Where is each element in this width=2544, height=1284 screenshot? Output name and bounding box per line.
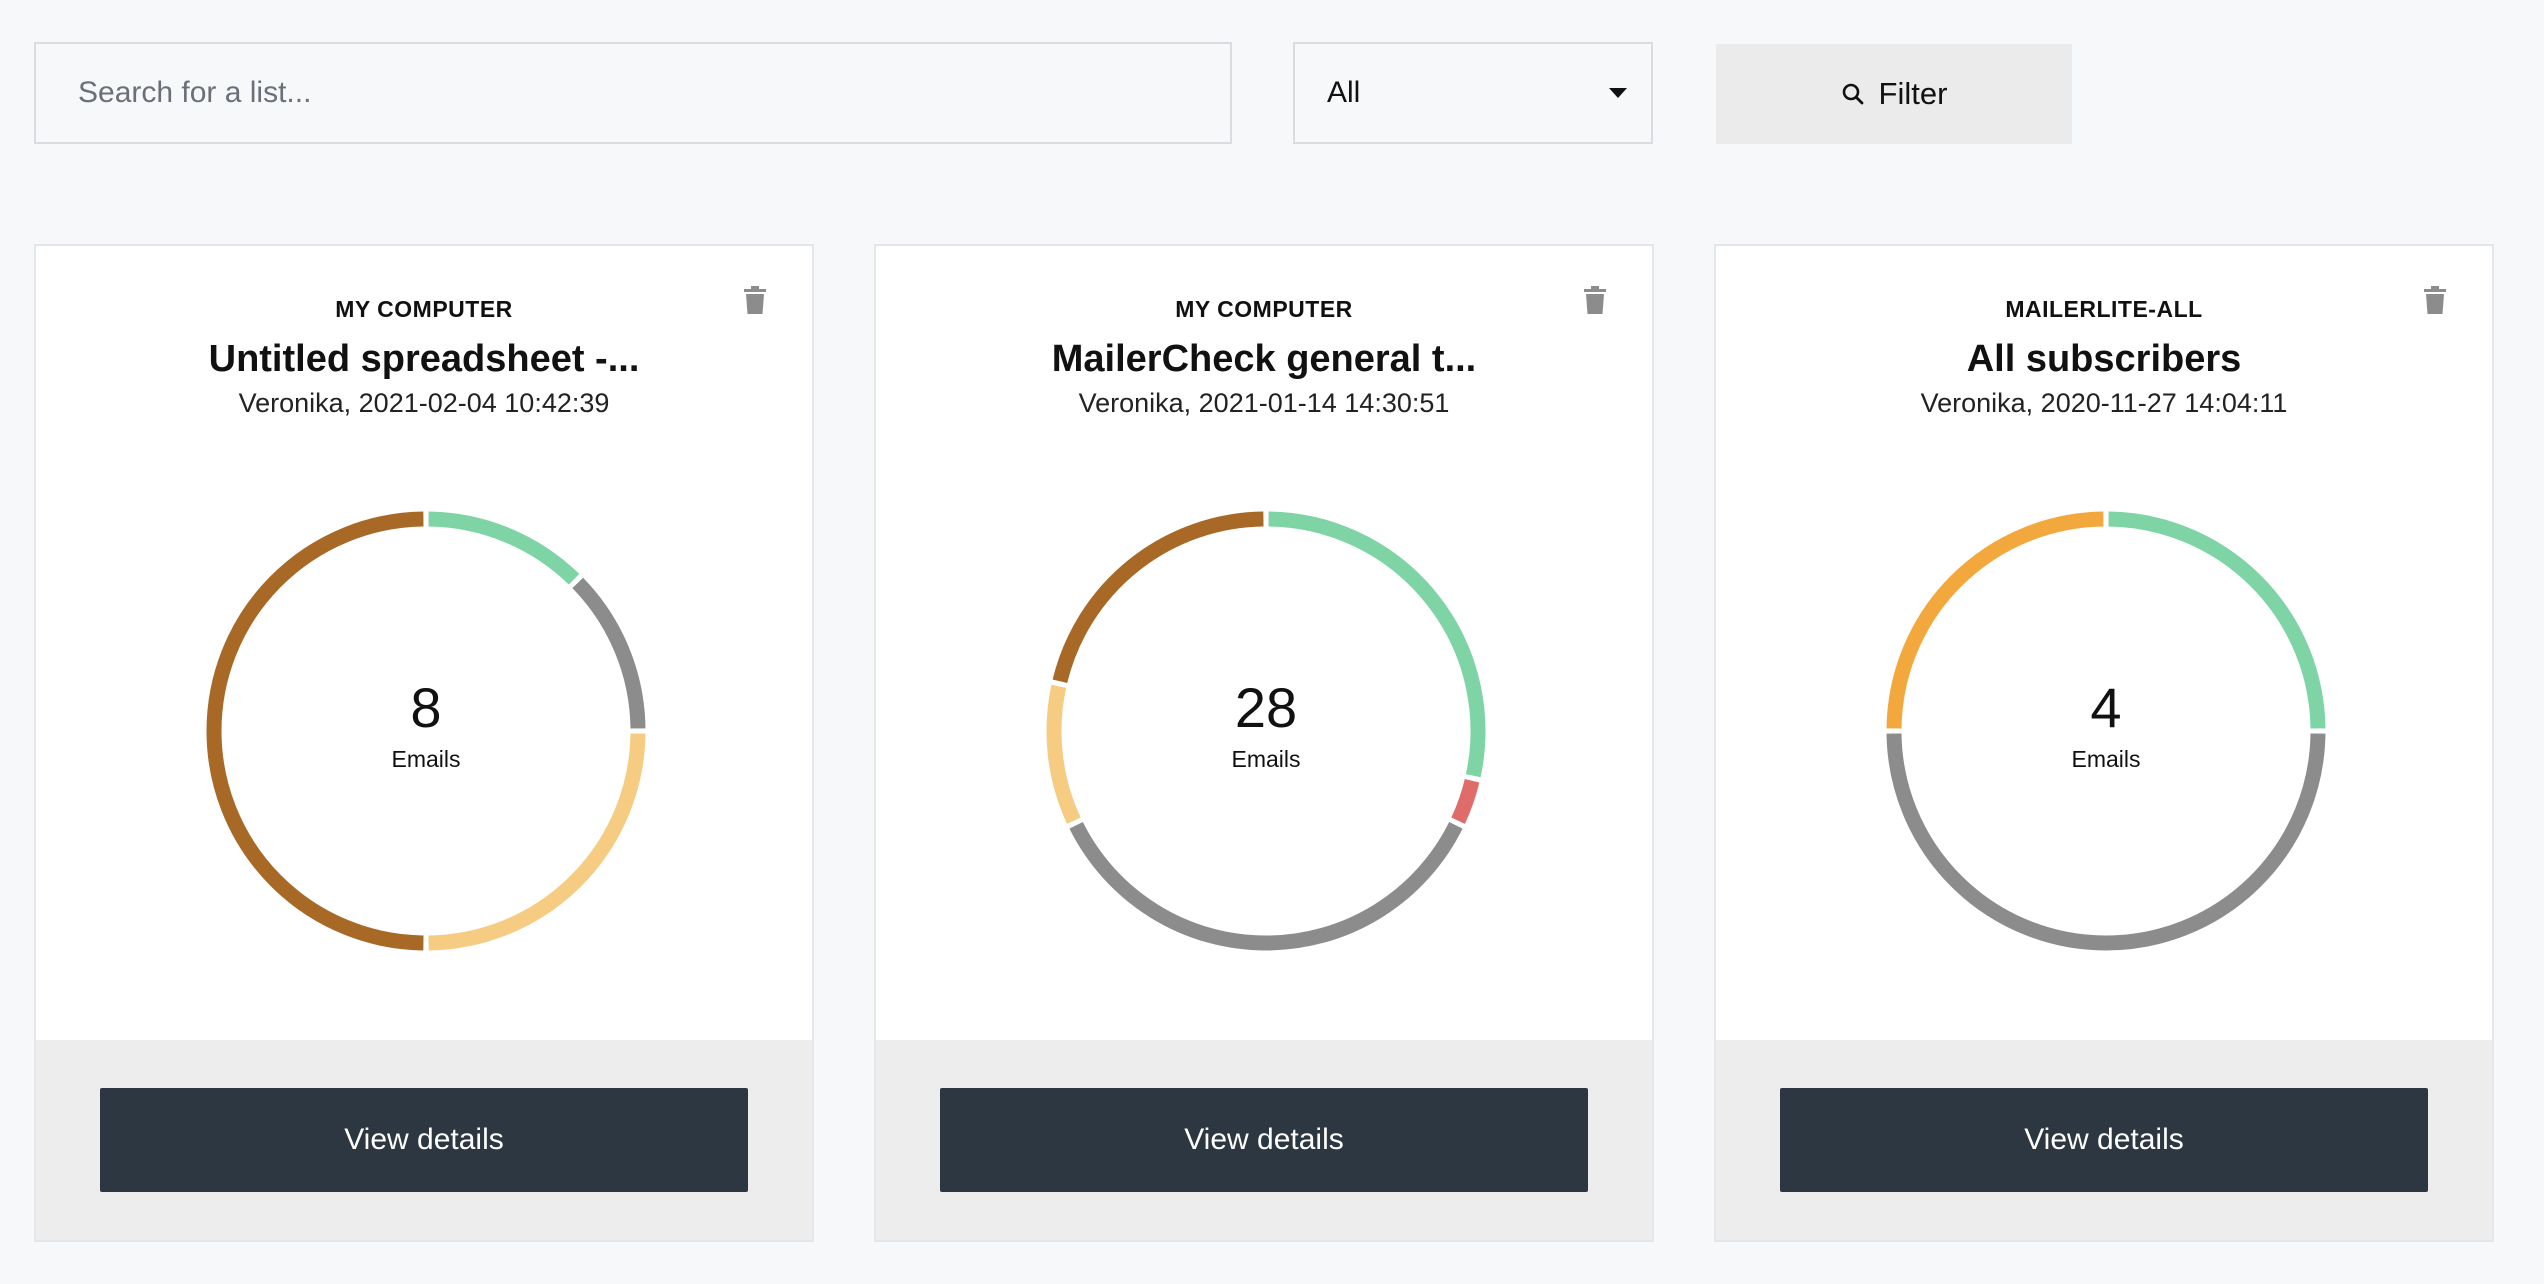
donut-center: 28 Emails	[1041, 506, 1491, 956]
list-meta: Veronika, 2021-02-04 10:42:39	[238, 388, 610, 418]
donut-segment-gray	[572, 577, 646, 729]
email-count: 4	[2090, 675, 2122, 739]
donut-segment-green	[1268, 511, 1486, 778]
donut-segment-light-orange	[1046, 684, 1081, 824]
list-card: MY COMPUTER Untitled spreadsheet -... Ve…	[34, 244, 814, 1242]
donut-segment-brown	[206, 511, 424, 951]
view-details-button[interactable]: View details	[940, 1088, 1588, 1192]
email-count-label: Emails	[391, 745, 461, 772]
donut-segment-red	[1451, 778, 1480, 824]
view-details-button[interactable]: View details	[1780, 1088, 2428, 1192]
list-source: MY COMPUTER	[1175, 296, 1353, 322]
card-body: MY COMPUTER MailerCheck general t... Ver…	[876, 246, 1652, 1040]
list-card: MY COMPUTER MailerCheck general t... Ver…	[874, 244, 1654, 1242]
results-donut-chart: 4 Emails	[1881, 506, 2331, 956]
donut-center: 4 Emails	[1881, 506, 2331, 956]
toolbar: All Filter	[0, 0, 2544, 150]
list-source: MY COMPUTER	[335, 296, 513, 322]
view-details-button[interactable]: View details	[100, 1088, 748, 1192]
donut-segment-green	[2108, 511, 2326, 729]
donut-segment-brown	[1052, 511, 1264, 684]
donut-svg	[1046, 511, 1486, 951]
donut-segment-orange	[1886, 511, 2104, 729]
chevron-down-icon	[1609, 88, 1627, 98]
results-donut-chart: 8 Emails	[201, 506, 651, 956]
trash-icon[interactable]	[1584, 286, 1606, 314]
donut-segment-gray	[1069, 821, 1463, 951]
card-footer: View details	[1716, 1040, 2492, 1240]
donut-segment-light-orange	[428, 733, 646, 951]
list-title: MailerCheck general t...	[1051, 338, 1477, 380]
donut-segment-gray	[1886, 733, 2326, 951]
email-count: 28	[1234, 675, 1298, 739]
search-icon	[1842, 83, 1863, 105]
search-input[interactable]	[76, 75, 1230, 111]
search-box[interactable]	[34, 42, 1232, 144]
donut-center: 8 Emails	[201, 506, 651, 956]
donut-segment-green	[428, 511, 580, 585]
trash-icon[interactable]	[744, 286, 766, 314]
donut-svg	[1886, 511, 2326, 951]
list-title: Untitled spreadsheet -...	[208, 338, 640, 380]
email-count-label: Emails	[2071, 745, 2141, 772]
list-type-select[interactable]: All	[1293, 42, 1653, 144]
results-donut-chart: 28 Emails	[1041, 506, 1491, 956]
list-source: MAILERLITE-ALL	[2005, 296, 2203, 322]
card-body: MAILERLITE-ALL All subscribers Veronika,…	[1716, 246, 2492, 1040]
email-count-label: Emails	[1231, 745, 1301, 772]
list-meta: Veronika, 2021-01-14 14:30:51	[1078, 388, 1450, 418]
filter-button[interactable]: Filter	[1716, 44, 2072, 144]
filter-label: Filter	[1878, 76, 1948, 111]
card-footer: View details	[876, 1040, 1652, 1240]
card-body: MY COMPUTER Untitled spreadsheet -... Ve…	[36, 246, 812, 1040]
select-value: All	[1327, 76, 1361, 109]
card-footer: View details	[36, 1040, 812, 1240]
trash-icon[interactable]	[2424, 286, 2446, 314]
email-count: 8	[410, 675, 442, 739]
donut-svg	[206, 511, 646, 951]
list-title: All subscribers	[1966, 338, 2242, 380]
list-card: MAILERLITE-ALL All subscribers Veronika,…	[1714, 244, 2494, 1242]
list-meta: Veronika, 2020-11-27 14:04:11	[1920, 388, 2288, 418]
